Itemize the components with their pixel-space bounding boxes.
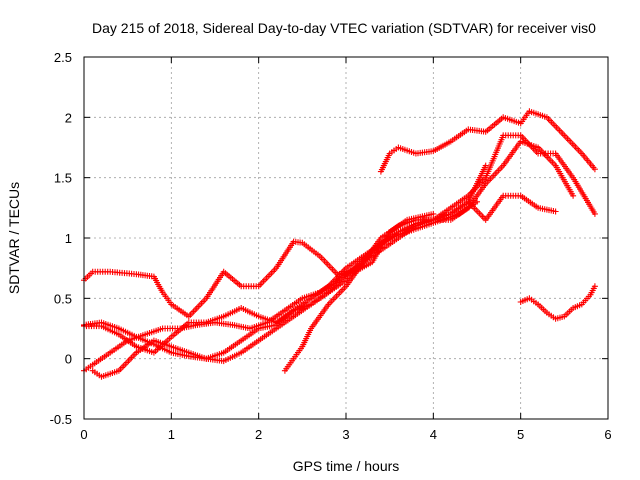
y-tick-label: 0.5 (54, 291, 72, 306)
grid-lines (84, 57, 608, 419)
x-tick-label: 4 (430, 427, 437, 442)
x-tick-label: 3 (342, 427, 349, 442)
x-tick-label: 0 (80, 427, 87, 442)
data-point (552, 208, 559, 215)
data-point (430, 210, 437, 217)
data-point (591, 166, 598, 173)
data-point (591, 283, 598, 290)
x-axis-label: GPS time / hours (293, 458, 400, 474)
y-axis-label: SDTVAR / TECUs (6, 182, 22, 294)
data-point (591, 210, 598, 217)
data-point (482, 162, 489, 169)
data-point (570, 192, 577, 199)
y-tick-label: -0.5 (50, 412, 72, 427)
y-tick-label: 0 (65, 352, 72, 367)
x-tick-label: 6 (604, 427, 611, 442)
data-points (81, 108, 598, 380)
tick-labels: 0 1 2 3 4 5 6 -0.5 0 0.5 1 1.5 2 2.5 (50, 50, 612, 442)
y-tick-label: 1 (65, 231, 72, 246)
y-tick-label: 2.5 (54, 50, 72, 65)
y-tick-label: 1.5 (54, 171, 72, 186)
x-tick-label: 2 (255, 427, 262, 442)
x-tick-label: 1 (168, 427, 175, 442)
chart-title: Day 215 of 2018, Sidereal Day-to-day VTE… (92, 20, 596, 36)
y-tick-label: 2 (65, 110, 72, 125)
plot-frame (83, 56, 609, 420)
x-tick-label: 5 (517, 427, 524, 442)
